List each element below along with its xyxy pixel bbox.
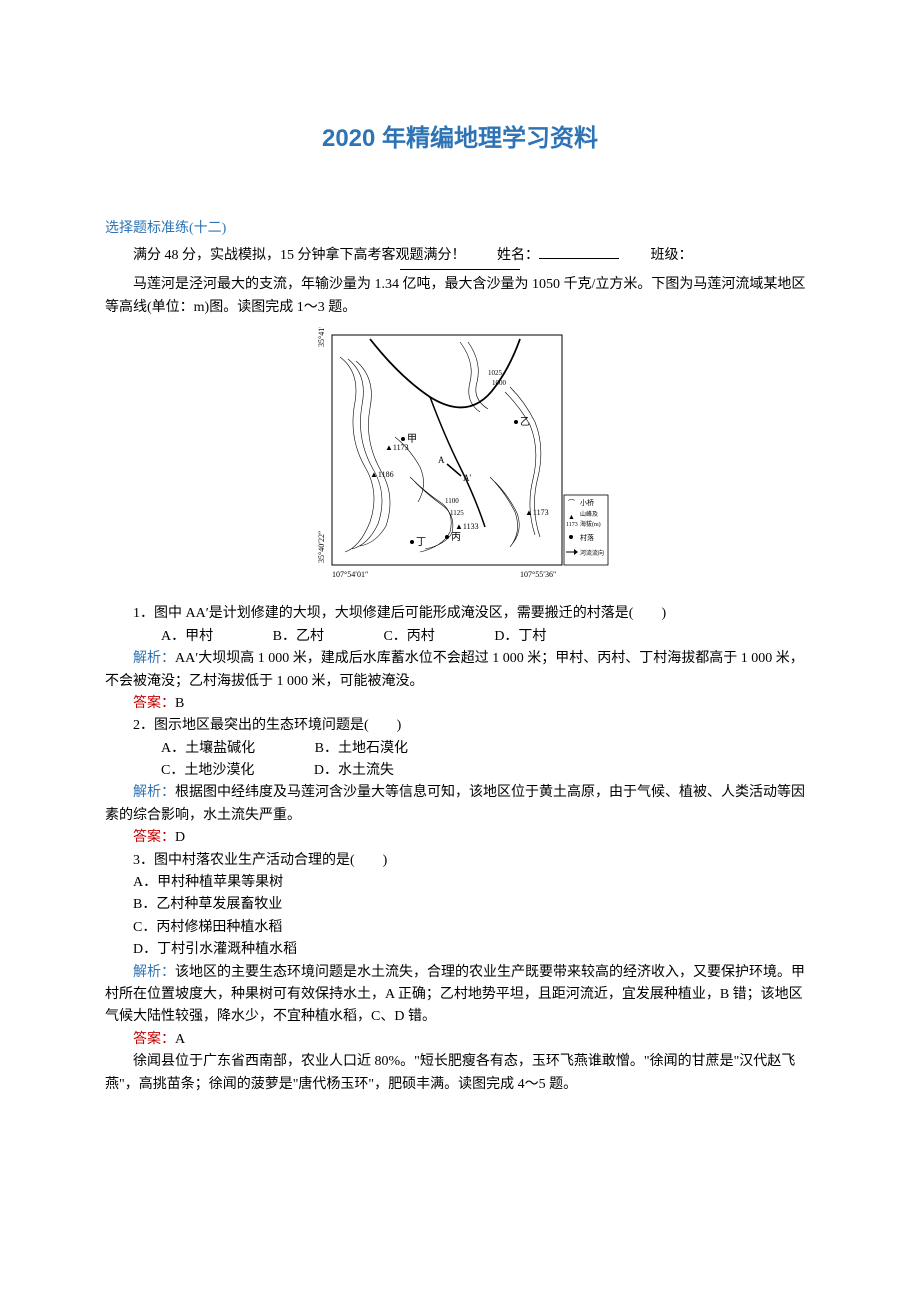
q3-opt-d: D．丁村引水灌溉种植水稻 [105, 939, 815, 961]
c1025: 1025 [488, 369, 503, 377]
peaks: ▲1173 ▲1186 ▲1173 ▲1133 [370, 443, 549, 531]
c1100: 1100 [445, 497, 459, 505]
name-label: 姓名： [497, 248, 539, 263]
svg-text:⌒: ⌒ [568, 499, 575, 507]
main-title: 2020 年精编地理学习资料 [105, 120, 815, 158]
section-title: 选择题标准练(十二) [105, 218, 815, 240]
village-yi: 乙 [520, 416, 530, 428]
contours [340, 342, 541, 552]
lon-right: 107°55′36″ [520, 570, 556, 579]
q2-analysis: 解析：根据图中经纬度及马莲河含沙量大等信息可知，该地区位于黄土高原，由于气候、植… [105, 782, 815, 827]
village-ding: 丁 [416, 537, 426, 548]
q1-opt-c: C．丙村 [355, 626, 434, 648]
c1000: 1000 [492, 379, 507, 387]
q2-opt-b: B．土地石漠化 [287, 738, 408, 760]
analysis-label: 解析： [133, 651, 175, 666]
header-row: 满分 48 分，实战模拟，15 分钟拿下高考客观题满分！ 姓名： 班级： [105, 245, 815, 267]
intro2: 徐闻县位于广东省西南部，农业人口近 80%。"短长肥瘦各有态，玉环飞燕谁敢憎。"… [105, 1051, 815, 1096]
analysis-label: 解析： [133, 785, 175, 800]
peak-2: ▲1186 [370, 470, 394, 479]
q2-opts-row1: A．土壤盐碱化 B．土地石漠化 [105, 738, 815, 760]
q1-options: A．甲村 B．乙村 C．丙村 D．丁村 [105, 626, 815, 648]
map-svg: 35°41′25″ 35°40′22″ 107°54′01″ 107°55′36… [310, 327, 610, 587]
q2-opts-row2: C．土地沙漠化 D．水土流失 [105, 760, 815, 782]
intro-paragraph: 马莲河是泾河最大的支流，年输沙量为 1.34 亿吨，最大含沙量为 1050 千克… [105, 274, 815, 319]
legend-peak2: 海拔(m) [580, 520, 601, 528]
q1-opt-d: D．丁村 [466, 626, 546, 648]
q2-opt-d: D．水土流失 [286, 760, 394, 782]
legend-village: 村落 [580, 533, 594, 542]
marker-a2: A' [463, 473, 471, 483]
q2-answer-text: D [175, 830, 185, 845]
q2-text: 2．图示地区最突出的生态环境问题是( ) [105, 715, 815, 737]
peak-4: ▲1133 [455, 522, 479, 531]
header-line: 满分 48 分，实战模拟，15 分钟拿下高考客观题满分！ [133, 248, 466, 263]
lon-left: 107°54′01″ [332, 570, 368, 579]
map-border [332, 335, 562, 565]
marker-a: A [438, 455, 445, 465]
dam-markers: A A' [438, 455, 471, 483]
q1-opt-b: B．乙村 [245, 626, 324, 648]
q2-answer: 答案：D [105, 827, 815, 849]
q3-answer-text: A [175, 1032, 185, 1047]
contour-map: 35°41′25″ 35°40′22″ 107°54′01″ 107°55′36… [105, 327, 815, 595]
q3-analysis-text: 该地区的主要生态环境问题是水土流失，合理的农业生产既要带来较高的经济收入，又要保… [105, 965, 805, 1025]
legend: ⌒ 小桥 ▲ 山峰及 1173海拔(m) 村落 河流流向 [564, 495, 608, 565]
q3-opt-a: A．甲村种植苹果等果树 [105, 872, 815, 894]
lat-bottom: 35°40′22″ [317, 531, 326, 563]
q3-opt-b: B．乙村种草发展畜牧业 [105, 894, 815, 916]
q1-answer-text: B [175, 696, 184, 711]
q3-answer: 答案：A [105, 1029, 815, 1051]
q2-analysis-text: 根据图中经纬度及马莲河含沙量大等信息可知，该地区位于黄土高原，由于气候、植被、人… [105, 785, 805, 822]
lat-top: 35°41′25″ [317, 327, 326, 347]
peak-3: ▲1173 [525, 508, 549, 517]
q1-answer: 答案：B [105, 693, 815, 715]
q3-opt-c: C．丙村修梯田种植水稻 [105, 917, 815, 939]
q1-text: 1．图中 AA′是计划修建的大坝，大坝修建后可能形成淹没区，需要搬迁的村落是( … [105, 603, 815, 625]
q1-analysis-text: AA′大坝坝高 1 000 米，建成后水库蓄水位不会超过 1 000 米；甲村、… [105, 651, 804, 688]
class-label: 班级： [651, 248, 693, 263]
q3-analysis: 解析：该地区的主要生态环境问题是水土流失，合理的农业生产既要带来较高的经济收入，… [105, 962, 815, 1029]
c1125: 1125 [450, 509, 464, 517]
analysis-label: 解析： [133, 965, 175, 980]
answer-label: 答案： [133, 1032, 175, 1047]
answer-label: 答案： [133, 830, 175, 845]
legend-peak: 山峰及 [580, 510, 598, 518]
q3-text: 3．图中村落农业生产活动合理的是( ) [105, 850, 815, 872]
legend-bridge: 小桥 [580, 498, 594, 507]
svg-text:▲: ▲ [568, 513, 575, 521]
q1-analysis: 解析：AA′大坝坝高 1 000 米，建成后水库蓄水位不会超过 1 000 米；… [105, 648, 815, 693]
divider [400, 269, 520, 270]
legend-peak-sample: 1173 [566, 522, 578, 528]
q1-opt-a: A．甲村 [133, 626, 213, 648]
peak-1: ▲1173 [385, 443, 409, 452]
name-blank [539, 245, 619, 259]
answer-label: 答案： [133, 696, 175, 711]
legend-river: 河流流向 [580, 549, 604, 557]
q2-opt-c: C．土地沙漠化 [133, 760, 254, 782]
village-jia: 甲 [407, 434, 417, 445]
village-bing: 丙 [451, 532, 461, 543]
q2-opt-a: A．土壤盐碱化 [133, 738, 255, 760]
